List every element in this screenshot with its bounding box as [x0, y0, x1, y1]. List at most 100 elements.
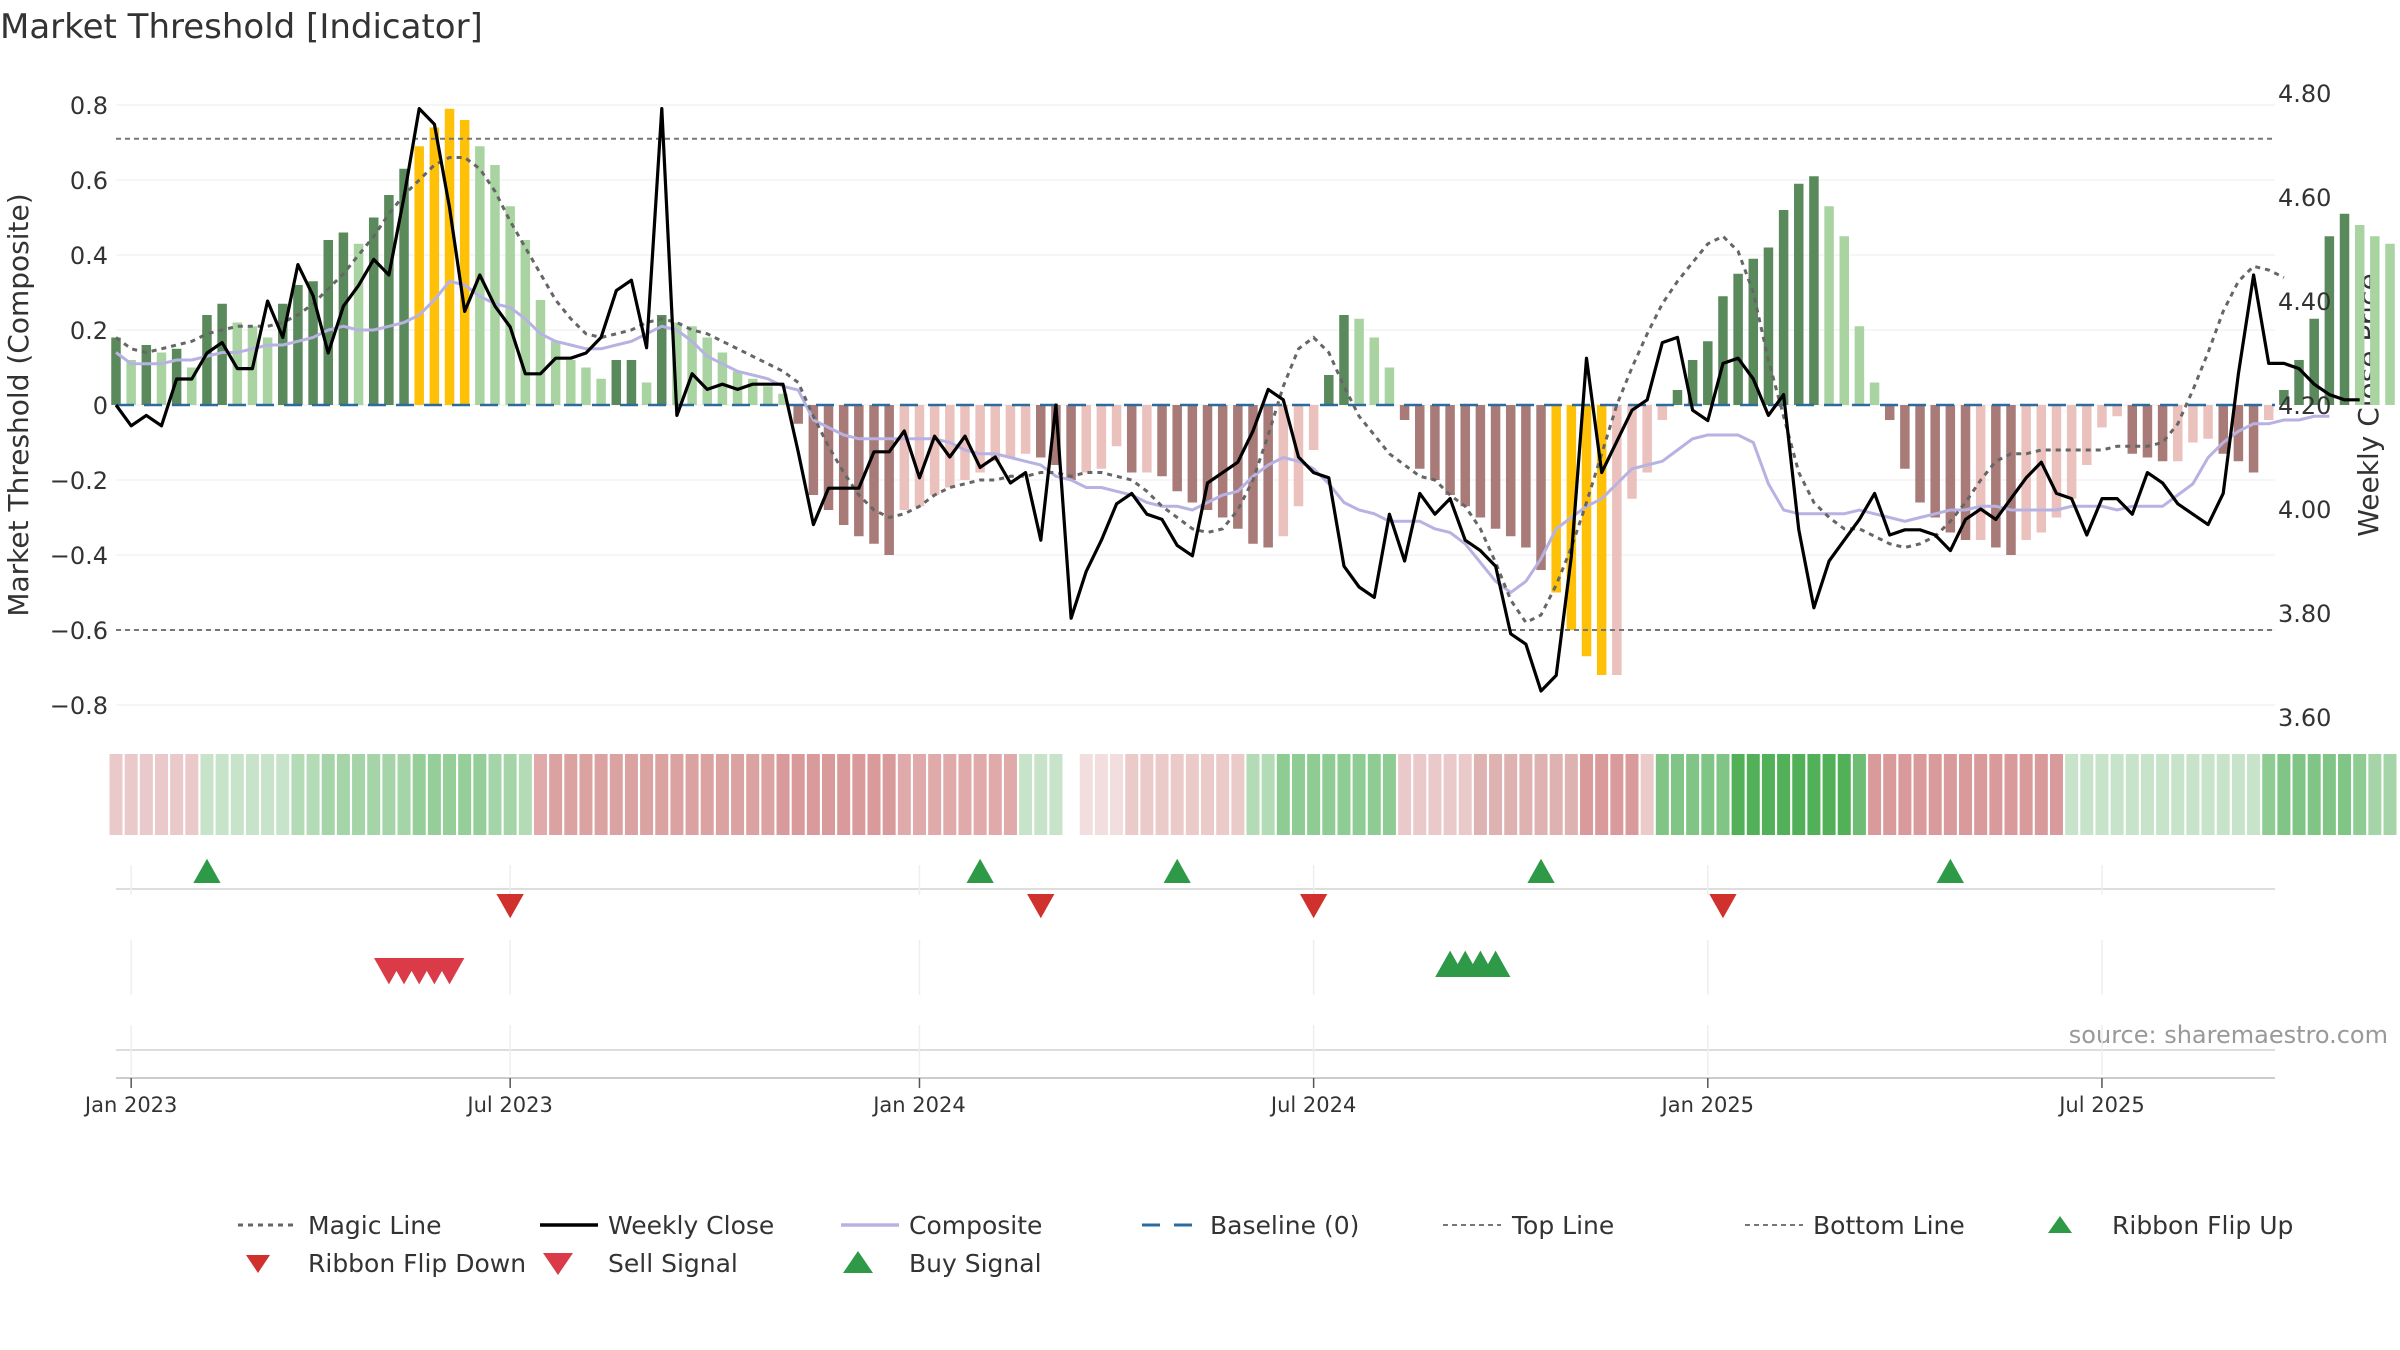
- ribbon-cell: [867, 754, 881, 835]
- histogram-bar: [2294, 360, 2304, 405]
- ribbon-cell: [1019, 754, 1033, 835]
- y-tick-label: 0.4: [70, 242, 108, 270]
- histogram-bar: [869, 405, 879, 544]
- ribbon-flip-up-marker: [1163, 858, 1191, 883]
- ribbon-cell: [1003, 754, 1017, 835]
- histogram-bar: [793, 405, 803, 424]
- legend-label: Magic Line: [308, 1211, 442, 1240]
- histogram-bar: [808, 405, 819, 495]
- ribbon-cell: [1382, 754, 1396, 835]
- histogram-bar: [2082, 405, 2092, 465]
- ribbon-cell: [2231, 754, 2245, 835]
- ribbon-cell: [624, 754, 638, 835]
- histogram-bar: [1187, 405, 1198, 503]
- ribbon-cell: [1413, 754, 1427, 835]
- histogram-bar: [293, 285, 303, 405]
- y-axis-label: Market Threshold (Composite): [2, 193, 35, 616]
- ribbon-cell: [958, 754, 972, 835]
- y-tick-label: 0.2: [70, 317, 108, 345]
- ribbon-cell: [443, 754, 457, 835]
- histogram-bar: [1475, 405, 1486, 518]
- histogram-bar: [702, 337, 712, 405]
- histogram-bar: [641, 382, 652, 405]
- ribbon-cell: [715, 754, 729, 835]
- ribbon-cell: [791, 754, 805, 835]
- histogram-bar: [111, 337, 121, 405]
- histogram-bar: [1263, 405, 1273, 548]
- histogram-bar: [2173, 405, 2183, 462]
- histogram-bar: [1627, 405, 1637, 499]
- histogram-bar: [1051, 405, 1061, 465]
- histogram-bar: [2112, 405, 2122, 417]
- x-tick-label: Jul 2025: [2057, 1093, 2144, 1117]
- histogram-bar: [1718, 296, 1728, 405]
- ribbon-cell: [549, 754, 563, 835]
- ribbon-cell: [1580, 754, 1594, 835]
- ribbon-cell: [154, 754, 168, 835]
- ribbon-cell: [988, 754, 1002, 835]
- histogram-bar: [1399, 405, 1410, 420]
- ribbon-cell: [928, 754, 942, 835]
- ribbon-cell: [139, 754, 153, 835]
- histogram-bar: [975, 405, 985, 473]
- ribbon-cell: [245, 754, 259, 835]
- histogram-bar: [202, 315, 212, 405]
- histogram-bar: [156, 352, 167, 405]
- ribbon-cell: [2004, 754, 2018, 835]
- histogram-bar: [1900, 405, 1910, 469]
- ribbon-cell: [2262, 754, 2276, 835]
- histogram-bar: [141, 345, 152, 405]
- ribbon-cell: [291, 754, 305, 835]
- histogram-bar: [262, 337, 273, 405]
- ribbon-cell: [1595, 754, 1609, 835]
- histogram-bar: [2354, 225, 2365, 405]
- histogram-bar: [1794, 183, 1804, 405]
- ribbon-cell: [215, 754, 229, 835]
- histogram-bar: [2279, 390, 2289, 405]
- ribbon-cell: [382, 754, 396, 835]
- histogram-bar: [1248, 405, 1258, 544]
- ribbon-cell: [594, 754, 608, 835]
- histogram-bar: [2309, 318, 2319, 405]
- histogram-bar: [171, 348, 182, 405]
- histogram-bar: [1854, 326, 1865, 405]
- ribbon-cell: [2368, 754, 2382, 835]
- histogram-bar: [611, 360, 622, 405]
- ribbon-cell: [1079, 754, 1093, 835]
- histogram-bar: [1945, 405, 1956, 533]
- ribbon-cell: [746, 754, 760, 835]
- ribbon-cell: [367, 754, 381, 835]
- ribbon-cell: [1261, 754, 1275, 835]
- histogram-bar: [1430, 405, 1440, 480]
- histogram-bar: [2142, 405, 2153, 458]
- histogram-bar: [2006, 405, 2016, 555]
- ribbon-cell: [1276, 754, 1290, 835]
- histogram-bar: [945, 405, 955, 488]
- legend-label: Composite: [909, 1211, 1042, 1240]
- ribbon-cell: [1959, 754, 1973, 835]
- ribbon-cell: [2353, 754, 2367, 835]
- ribbon-cell: [1731, 754, 1745, 835]
- ribbon-flip-up-marker: [1527, 858, 1555, 883]
- ribbon-cell: [1519, 754, 1533, 835]
- legend-label: Sell Signal: [608, 1249, 738, 1278]
- ribbon-cell: [1761, 754, 1775, 835]
- histogram-bar: [1460, 405, 1470, 507]
- histogram-bar: [1581, 405, 1592, 657]
- histogram-bar: [1748, 258, 1759, 405]
- histogram-bar: [1445, 405, 1455, 495]
- ribbon-flip-up-marker: [193, 858, 221, 883]
- histogram-bar: [581, 367, 591, 405]
- ribbon-cell: [1337, 754, 1351, 835]
- buy-signal-marker: [1480, 950, 1511, 977]
- ribbon-flip-up-marker: [966, 858, 994, 883]
- ribbon-cell: [1367, 754, 1381, 835]
- ribbon-cell: [1868, 754, 1882, 835]
- histogram-bar: [1020, 405, 1031, 454]
- ribbon-cell: [1670, 754, 1684, 835]
- composite-line: [115, 279, 2330, 595]
- histogram-bar: [1960, 405, 1971, 540]
- histogram-bar: [2127, 405, 2138, 454]
- ribbon-cell: [1898, 754, 1912, 835]
- legend: Magic Line Weekly Close Composite Baseline …: [238, 1211, 2293, 1278]
